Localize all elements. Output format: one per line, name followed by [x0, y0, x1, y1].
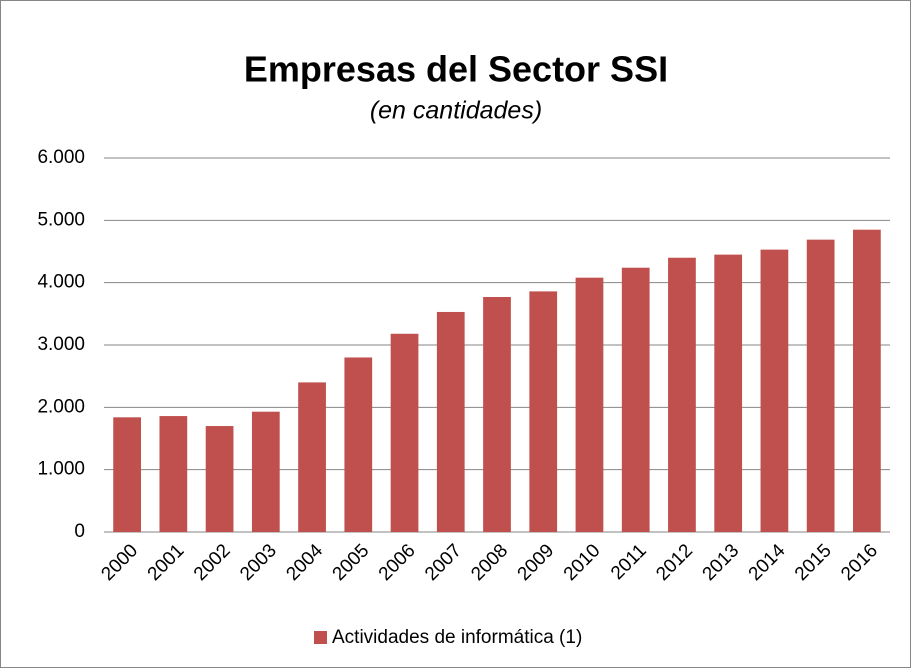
bar	[390, 333, 419, 532]
y-tick-label: 2.000	[37, 396, 85, 417]
bar	[714, 254, 743, 532]
y-tick-label: 4.000	[37, 272, 85, 293]
bar	[760, 249, 789, 532]
chart-subtitle: (en cantidades)	[370, 97, 542, 125]
bar	[113, 417, 141, 532]
bar	[298, 382, 326, 532]
legend-swatch	[314, 631, 327, 644]
bar	[483, 297, 511, 532]
bar	[529, 291, 558, 532]
bar	[853, 229, 881, 532]
bar	[575, 277, 604, 532]
bar	[668, 257, 696, 532]
y-tick-label: 6.000	[37, 147, 85, 168]
bar	[251, 411, 280, 532]
bar	[159, 416, 188, 532]
bar	[205, 426, 234, 532]
y-tick-label: 0	[74, 521, 85, 542]
bar	[806, 239, 835, 532]
bar	[621, 267, 650, 532]
y-tick-label: 3.000	[37, 334, 85, 355]
bar	[344, 357, 373, 532]
bar	[436, 311, 465, 532]
y-tick-label: 1.000	[37, 459, 85, 480]
legend-label: Actividades de informática (1)	[332, 627, 582, 648]
chart-title: Empresas del Sector SSI	[244, 49, 668, 90]
y-tick-label: 5.000	[37, 209, 85, 230]
